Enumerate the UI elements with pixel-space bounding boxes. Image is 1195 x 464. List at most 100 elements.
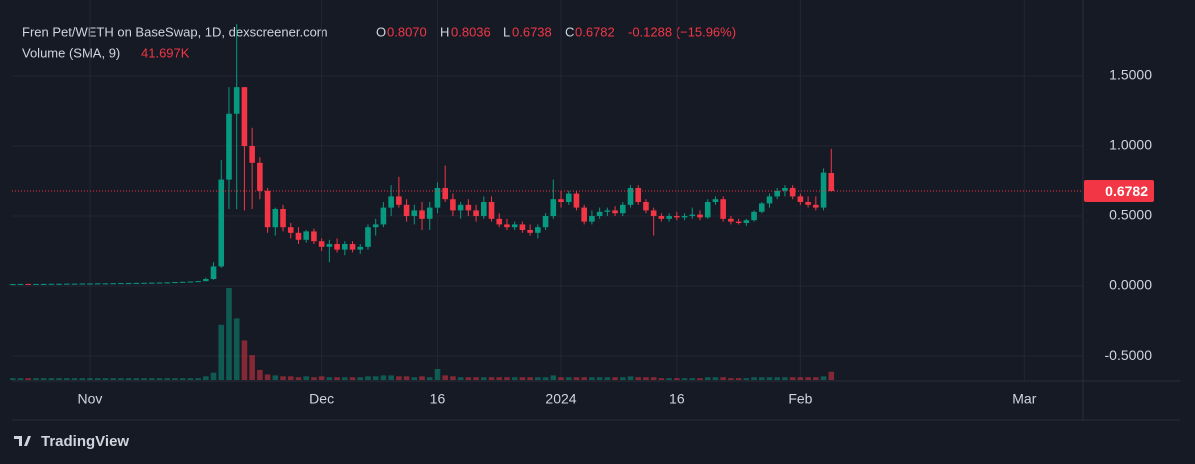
- volume-bar: [280, 376, 286, 380]
- candle-body: [311, 231, 317, 242]
- candle-body: [643, 202, 649, 211]
- candle-body: [558, 199, 564, 203]
- volume-bar: [102, 378, 109, 380]
- volume-bar: [573, 377, 580, 380]
- volume-bar: [342, 377, 348, 380]
- volume-bar: [380, 375, 387, 380]
- volume-bar: [782, 377, 788, 380]
- x-tick-label: Mar: [1012, 391, 1036, 407]
- volume-bar: [233, 318, 240, 380]
- volume-bar: [218, 324, 225, 380]
- volume-bar: [805, 377, 811, 380]
- candle-body: [241, 87, 248, 146]
- candle-body: [295, 232, 302, 240]
- candle-body: [71, 283, 78, 285]
- candle-body: [388, 196, 394, 208]
- candle-body: [218, 179, 225, 267]
- candle-body: [735, 221, 742, 224]
- candle-body: [535, 227, 541, 233]
- candle-body: [488, 202, 495, 219]
- volume-bar: [558, 377, 564, 380]
- volume-bar: [643, 377, 649, 380]
- candle-body: [627, 187, 634, 205]
- candle-body: [457, 204, 464, 211]
- volume-bar: [797, 377, 804, 380]
- volume-bar: [766, 377, 773, 380]
- ohlc-label: C: [565, 24, 574, 39]
- candle-body: [148, 282, 155, 284]
- volume-bar: [480, 377, 487, 380]
- tradingview-logo: [14, 436, 31, 446]
- candle-body: [118, 283, 124, 285]
- volume-bar: [295, 377, 302, 380]
- candle-body: [658, 216, 665, 219]
- candle-body: [419, 210, 425, 219]
- volume-bar: [272, 375, 279, 380]
- candle-body: [743, 220, 750, 224]
- ohlc-value: 0.8070: [387, 24, 427, 39]
- candle-body: [141, 282, 147, 284]
- candle-body: [203, 279, 209, 282]
- candle-body: [233, 87, 240, 114]
- candle-body: [434, 187, 441, 208]
- candle-body: [774, 190, 781, 197]
- volume-bar: [48, 378, 55, 380]
- candle-body: [133, 282, 140, 284]
- ohlc-value: 0.8036: [451, 24, 491, 39]
- candle-body: [782, 187, 788, 191]
- volume-bar: [813, 377, 819, 380]
- volume-bar: [550, 375, 557, 380]
- volume-bar: [720, 377, 726, 380]
- volume-bar: [473, 377, 479, 380]
- volume-bar: [403, 376, 410, 380]
- candle-body: [172, 282, 178, 284]
- candle-body: [249, 145, 255, 163]
- volume-bar: [658, 378, 665, 380]
- volume-bar: [419, 376, 425, 380]
- candle-body: [48, 283, 55, 285]
- candle-body: [210, 266, 217, 280]
- volume-bar: [141, 378, 147, 380]
- brand: TradingView: [41, 433, 129, 450]
- candle-body: [403, 204, 410, 217]
- candle-body: [480, 202, 487, 217]
- y-tick-label: 0.0000: [1109, 277, 1152, 293]
- volume-bar: [40, 378, 47, 380]
- candle-body: [712, 199, 719, 203]
- volume-bar: [71, 378, 78, 380]
- ohlc-label: O: [376, 24, 386, 39]
- candle-body: [349, 244, 356, 250]
- volume-bar: [589, 377, 595, 380]
- volume-bar: [535, 377, 541, 380]
- volume-bar: [357, 377, 364, 380]
- volume-bar: [681, 378, 688, 380]
- last-price-label: 0.6782: [1105, 183, 1148, 199]
- x-tick-label: 2024: [545, 391, 576, 407]
- candle-body: [619, 204, 626, 214]
- x-tick-label: Dec: [309, 391, 334, 407]
- y-tick-label: 1.0000: [1109, 137, 1152, 153]
- volume-bar: [604, 377, 611, 380]
- candle-body: [697, 214, 703, 218]
- candle-body: [326, 244, 333, 247]
- volume-bar: [511, 377, 518, 380]
- candle-body: [635, 187, 642, 203]
- volume-bar: [442, 375, 448, 380]
- volume-bar: [249, 355, 255, 380]
- volume-bar: [172, 378, 178, 380]
- candle-body: [519, 224, 526, 231]
- volume-bar: [697, 378, 703, 380]
- pair-title: Fren Pet/WETH on BaseSwap, 1D, dexscreen…: [22, 24, 328, 39]
- candle-body: [156, 282, 163, 284]
- volume-bar: [527, 377, 533, 380]
- candle-body: [303, 231, 309, 240]
- volume-bar: [704, 377, 711, 380]
- volume-bar: [411, 377, 418, 380]
- candle-body: [411, 210, 418, 217]
- candle-body: [751, 211, 757, 221]
- volume-bar: [9, 378, 16, 380]
- volume-bar: [33, 378, 39, 380]
- volume-bar: [542, 377, 549, 380]
